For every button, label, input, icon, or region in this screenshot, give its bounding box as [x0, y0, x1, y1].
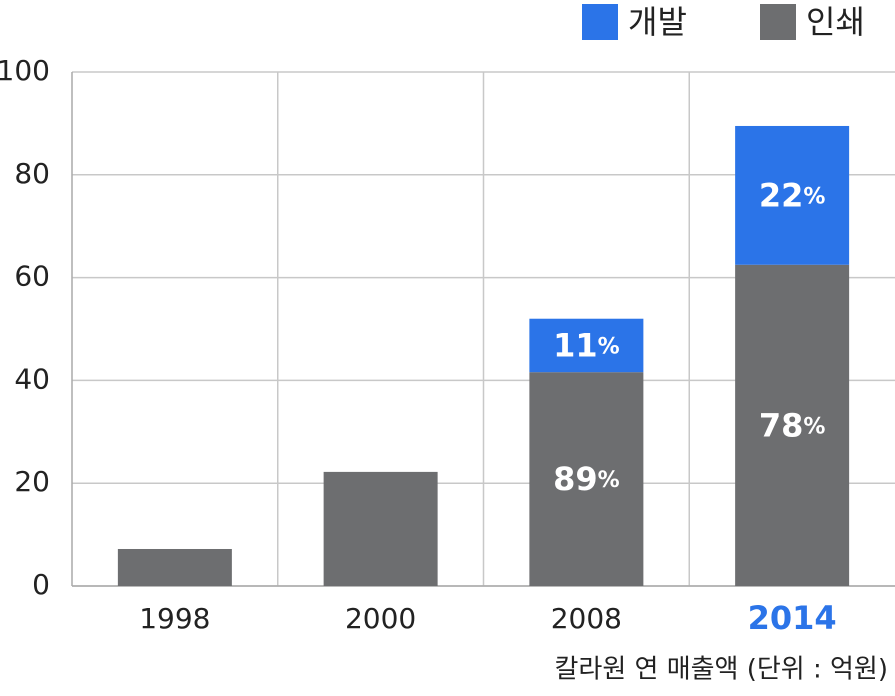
share-unit: %	[803, 184, 825, 209]
bar-segment	[323, 471, 438, 586]
legend-label: 개발	[628, 3, 687, 41]
bar-segment	[529, 372, 644, 586]
chart-note: 칼라원 연 매출액 (단위 : 억원)	[555, 655, 889, 685]
share-label: 22%	[759, 176, 826, 214]
legend-swatch	[582, 4, 618, 40]
y-tick-label: 60	[14, 260, 50, 293]
share-unit: %	[598, 334, 620, 359]
bar-segment	[735, 264, 850, 586]
x-tick-label: 2000	[345, 602, 416, 635]
y-tick-label: 100	[0, 54, 50, 87]
x-tick-label: 2008	[551, 602, 622, 635]
share-number: 78	[759, 406, 804, 444]
y-tick-label: 80	[14, 157, 50, 190]
bar-segment	[735, 125, 850, 265]
legend-label: 인쇄	[806, 3, 865, 41]
x-tick-label: 2014	[748, 599, 837, 637]
legend-swatch	[760, 4, 796, 40]
y-tick-label: 20	[14, 465, 50, 498]
bar-segment	[117, 548, 232, 586]
share-label: 89%	[553, 460, 620, 498]
share-label: 11%	[553, 326, 620, 364]
share-label: 78%	[759, 406, 826, 444]
y-tick-label: 40	[14, 362, 50, 395]
share-number: 11	[553, 326, 598, 364]
share-number: 22	[759, 176, 804, 214]
x-tick-label: 1998	[139, 602, 210, 635]
y-tick-label: 0	[32, 568, 50, 601]
share-unit: %	[598, 468, 620, 493]
share-number: 89	[553, 460, 598, 498]
share-unit: %	[803, 414, 825, 439]
bar-segment	[529, 318, 644, 373]
